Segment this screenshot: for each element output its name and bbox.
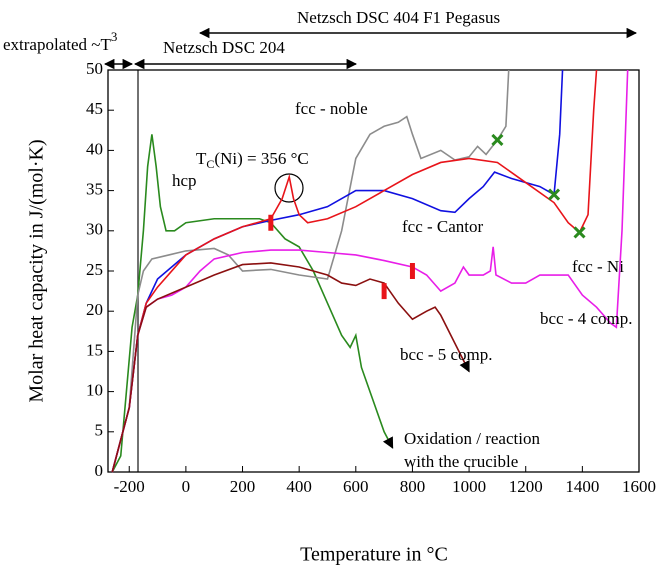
series-line: [111, 69, 564, 473]
annotation: Netzsch DSC 204: [163, 38, 285, 57]
x-tick-label: 0: [182, 477, 191, 496]
y-tick-label: 20: [86, 300, 103, 319]
x-tick-label: 1400: [565, 477, 599, 496]
series-label: fcc - noble: [295, 99, 368, 118]
annotation: Netzsch DSC 404 F1 Pegasus: [297, 8, 500, 27]
series-label: fcc - Cantor: [402, 217, 484, 236]
marker: [547, 188, 561, 201]
series-line: [111, 69, 598, 473]
series-line: [111, 134, 394, 473]
y-tick-label: 50: [86, 59, 103, 78]
y-tick-label: 5: [95, 421, 104, 440]
x-tick-label: 400: [286, 477, 312, 496]
series-label: hcp: [172, 171, 197, 190]
x-tick-label: 1000: [452, 477, 486, 496]
marker: [268, 214, 274, 231]
x-tick-label: 800: [400, 477, 426, 496]
annotation: Oxidation / reaction: [404, 429, 540, 448]
x-tick-label: 600: [343, 477, 369, 496]
series-line: [111, 69, 629, 473]
series-line: [111, 262, 470, 473]
marker: [573, 226, 586, 239]
y-tick-label: 25: [86, 260, 103, 279]
y-tick-label: 0: [95, 461, 104, 480]
annotation: extrapolated ~T3: [3, 29, 117, 54]
annotations: [103, 27, 638, 472]
marker: [491, 133, 504, 147]
y-tick-label: 45: [86, 99, 103, 118]
series-label: bcc - 4 comp.: [540, 309, 633, 328]
x-axis-title: Temperature in °C: [300, 544, 448, 566]
marker: [409, 263, 415, 279]
annotation: TC(Ni) = 356 °C: [196, 149, 309, 171]
y-tick-label: 40: [86, 139, 103, 158]
annotation: with the crucible: [404, 452, 518, 471]
x-tick-label: 1600: [622, 477, 656, 496]
y-tick-label: 30: [86, 220, 103, 239]
y-tick-label: 10: [86, 381, 103, 400]
x-tick-label: 200: [230, 477, 256, 496]
marker: [381, 283, 387, 300]
y-tick-label: 15: [86, 340, 103, 359]
series-line: [111, 69, 510, 473]
series-label: bcc - 5 comp.: [400, 345, 493, 364]
highlight-circle: [274, 173, 304, 203]
series-label: fcc - Ni: [572, 257, 624, 276]
y-axis-title: Molar heat capacity in J/(mol·K): [26, 139, 48, 402]
x-tick-label: -200: [114, 477, 145, 496]
x-tick-label: 1200: [509, 477, 543, 496]
y-tick-label: 35: [86, 180, 103, 199]
